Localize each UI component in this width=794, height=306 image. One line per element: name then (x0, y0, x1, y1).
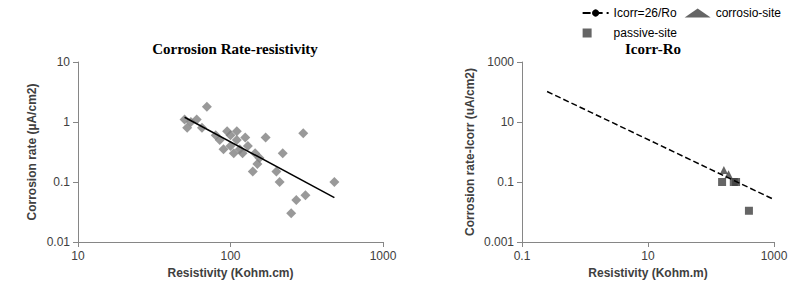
svg-text:10: 10 (641, 249, 655, 263)
svg-text:Resistivity (Kohm.m): Resistivity (Kohm.m) (588, 266, 707, 280)
svg-text:10: 10 (71, 249, 85, 263)
svg-text:Icorr=26/Ro: Icorr=26/Ro (614, 6, 677, 20)
svg-text:0.01: 0.01 (47, 235, 71, 249)
svg-text:0.001: 0.001 (484, 235, 514, 249)
svg-text:1000: 1000 (370, 249, 397, 263)
svg-text:Corrosion rate (µA/cm2): Corrosion rate (µA/cm2) (25, 84, 39, 221)
svg-text:corrosio-site: corrosio-site (716, 6, 782, 20)
svg-text:Icorr-Ro: Icorr-Ro (625, 41, 681, 57)
svg-text:0.1: 0.1 (497, 175, 514, 189)
svg-text:10: 10 (57, 55, 71, 69)
svg-text:Corrosion rate-Icorr (uA/cm2): Corrosion rate-Icorr (uA/cm2) (463, 68, 477, 236)
svg-text:passive-site: passive-site (614, 26, 678, 40)
svg-text:0.1: 0.1 (53, 175, 70, 189)
svg-text:Corrosion Rate-resistivity: Corrosion Rate-resistivity (152, 41, 318, 57)
svg-text:100: 100 (220, 249, 240, 263)
svg-text:0.1: 0.1 (514, 249, 531, 263)
svg-text:1000: 1000 (761, 249, 788, 263)
svg-text:1: 1 (63, 115, 70, 129)
svg-text:Resistivity (Kohm.cm): Resistivity (Kohm.cm) (167, 266, 293, 280)
svg-text:10: 10 (501, 115, 515, 129)
svg-text:1000: 1000 (487, 55, 514, 69)
